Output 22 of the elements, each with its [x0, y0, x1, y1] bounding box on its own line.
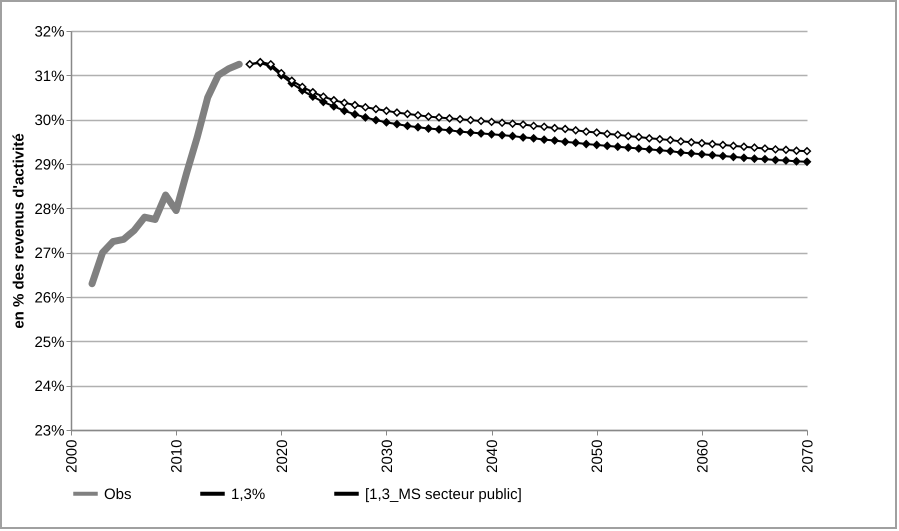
y-tick-label: 32%	[34, 24, 64, 40]
y-tick-label: 29%	[34, 156, 64, 174]
y-tick-label: 31%	[34, 68, 64, 85]
legend-label: [1,3_MS secteur public]	[365, 486, 522, 503]
legend-label: 1,3%	[231, 486, 266, 503]
x-tick-label: 2020	[274, 440, 291, 473]
x-tick-label: 2050	[589, 440, 606, 473]
y-tick-label: 24%	[34, 378, 64, 396]
y-tick-label: 30%	[34, 112, 64, 130]
x-tick-label: 2060	[694, 440, 712, 473]
y-tick-label: 25%	[34, 334, 64, 351]
x-tick-label: 2010	[168, 440, 186, 473]
y-tick-label: 23%	[34, 422, 64, 440]
y-tick-label: 28%	[34, 200, 64, 218]
y-axis-title: en % des revenus d'activité	[10, 133, 28, 329]
x-tick-label: 2070	[800, 440, 816, 473]
y-tick-label: 26%	[34, 290, 64, 306]
x-tick-label: 2030	[378, 440, 396, 473]
x-tick-label: 2040	[484, 440, 502, 473]
x-tick-label: 2000	[64, 440, 80, 473]
legend-label: Obs	[104, 486, 132, 503]
y-tick-label: 27%	[34, 245, 64, 262]
